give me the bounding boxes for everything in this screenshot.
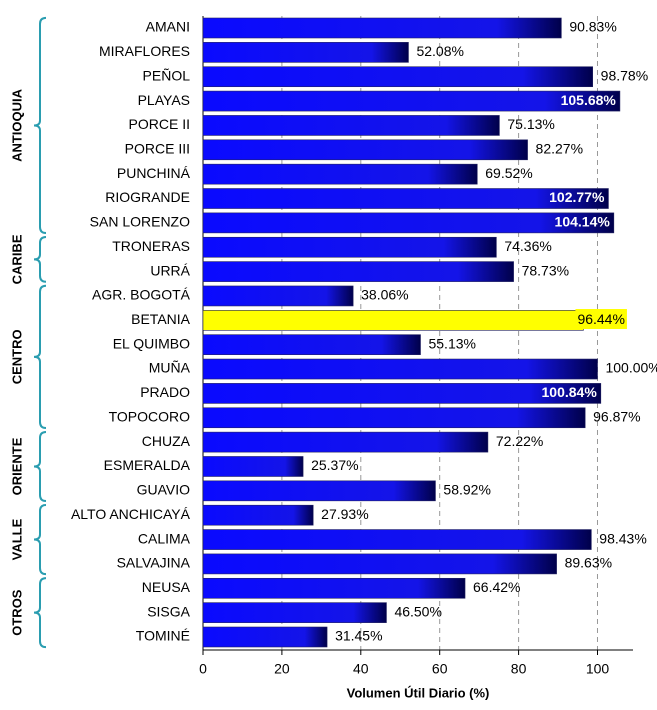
value-label: 96.87% xyxy=(593,408,640,424)
value-label: 69.52% xyxy=(485,165,532,181)
group-label: ANTIOQUIA xyxy=(9,88,24,162)
category-label: TRONERAS xyxy=(112,238,190,254)
bar xyxy=(202,115,500,136)
bar xyxy=(202,529,592,550)
value-label: 75.13% xyxy=(507,116,554,132)
group-bracket xyxy=(33,430,47,503)
category-label: MIRAFLORES xyxy=(99,43,190,59)
bar xyxy=(202,358,598,380)
category-label: AGR. BOGOTÁ xyxy=(92,287,191,303)
x-tick-label: 100 xyxy=(586,661,610,677)
x-axis-label: Volumen Útil Diario (%) xyxy=(347,685,490,700)
category-label: PRADO xyxy=(140,384,190,400)
x-tick-label: 0 xyxy=(199,661,207,677)
value-label: 102.77% xyxy=(549,189,605,205)
category-label: GUAVIO xyxy=(137,482,191,498)
value-label: 38.06% xyxy=(361,287,408,303)
bar xyxy=(202,334,421,355)
group-bracket xyxy=(33,236,47,283)
category-label: AMANI xyxy=(146,19,190,35)
bar xyxy=(202,626,328,648)
bar xyxy=(202,42,409,63)
bar xyxy=(202,602,387,623)
bar xyxy=(202,188,609,209)
category-label: URRÁ xyxy=(150,262,190,278)
value-label: 78.73% xyxy=(522,262,569,278)
category-label: NEUSA xyxy=(142,579,191,595)
category-label: PUNCHINÁ xyxy=(117,165,191,181)
category-label: TOPOCORO xyxy=(109,408,191,424)
group-label: CENTRO xyxy=(9,329,24,384)
category-label: BETANIA xyxy=(131,311,191,327)
bar xyxy=(202,407,586,429)
value-label: 98.43% xyxy=(599,530,646,546)
bar xyxy=(202,431,489,453)
bar xyxy=(202,504,314,526)
value-label: 25.37% xyxy=(311,457,358,473)
group-label: VALLE xyxy=(9,518,24,560)
x-tick-label: 20 xyxy=(274,661,290,677)
value-label: 104.14% xyxy=(555,214,611,230)
bar xyxy=(202,285,354,307)
category-label: PORCE II xyxy=(129,116,190,132)
x-tick-label: 40 xyxy=(353,661,369,677)
category-label: RIOGRANDE xyxy=(105,189,190,205)
bar xyxy=(202,66,593,88)
value-label: 46.50% xyxy=(394,603,441,619)
bar xyxy=(202,139,528,161)
value-label: 58.92% xyxy=(443,482,490,498)
bar xyxy=(202,553,557,575)
bar xyxy=(202,17,562,39)
value-label: 100.84% xyxy=(542,384,598,400)
value-label: 82.27% xyxy=(536,141,583,157)
category-label: SISGA xyxy=(147,603,190,619)
category-label: ALTO ANCHICAYÁ xyxy=(71,506,191,522)
bar xyxy=(202,212,615,234)
bar xyxy=(202,577,466,599)
bar xyxy=(202,261,514,282)
x-tick-label: 80 xyxy=(511,661,527,677)
bar xyxy=(202,236,497,258)
category-label: TOMINÉ xyxy=(136,628,190,644)
value-label: 98.78% xyxy=(601,67,648,83)
value-label: 52.08% xyxy=(416,43,463,59)
group-label: CARIBE xyxy=(9,234,24,284)
category-label: EL QUIMBO xyxy=(113,335,190,351)
value-label: 100.00% xyxy=(605,360,657,376)
value-label: 89.63% xyxy=(565,555,612,571)
category-label: SALVAJINA xyxy=(117,555,191,571)
group-bracket xyxy=(33,16,47,235)
group-bracket xyxy=(33,577,47,649)
value-label: 90.83% xyxy=(569,19,616,35)
value-label: 31.45% xyxy=(335,628,382,644)
value-label-background xyxy=(575,309,627,330)
category-label: ESMERALDA xyxy=(104,457,191,473)
bar xyxy=(202,90,621,112)
group-label: ORIENTE xyxy=(9,437,24,495)
bar xyxy=(202,383,602,404)
category-label: PEÑOL xyxy=(143,67,191,83)
category-label: MUÑA xyxy=(149,360,191,376)
category-label: CALIMA xyxy=(138,530,191,546)
group-bracket xyxy=(33,504,47,576)
value-label: 55.13% xyxy=(428,335,475,351)
value-label: 27.93% xyxy=(321,506,368,522)
value-label: 96.44% xyxy=(577,311,624,327)
category-label: CHUZA xyxy=(142,433,191,449)
value-label: 105.68% xyxy=(561,92,617,108)
category-label: PLAYAS xyxy=(138,92,190,108)
bar xyxy=(202,310,584,331)
bar xyxy=(202,456,304,477)
bar xyxy=(202,163,478,185)
value-label: 72.22% xyxy=(496,433,543,449)
bar xyxy=(202,480,436,502)
value-label: 66.42% xyxy=(473,579,520,595)
group-bracket xyxy=(33,284,47,429)
category-label: PORCE III xyxy=(125,141,190,157)
category-label: SAN LORENZO xyxy=(90,214,190,230)
group-label: OTROS xyxy=(9,589,24,636)
x-tick-label: 60 xyxy=(432,661,448,677)
value-label: 74.36% xyxy=(504,238,551,254)
